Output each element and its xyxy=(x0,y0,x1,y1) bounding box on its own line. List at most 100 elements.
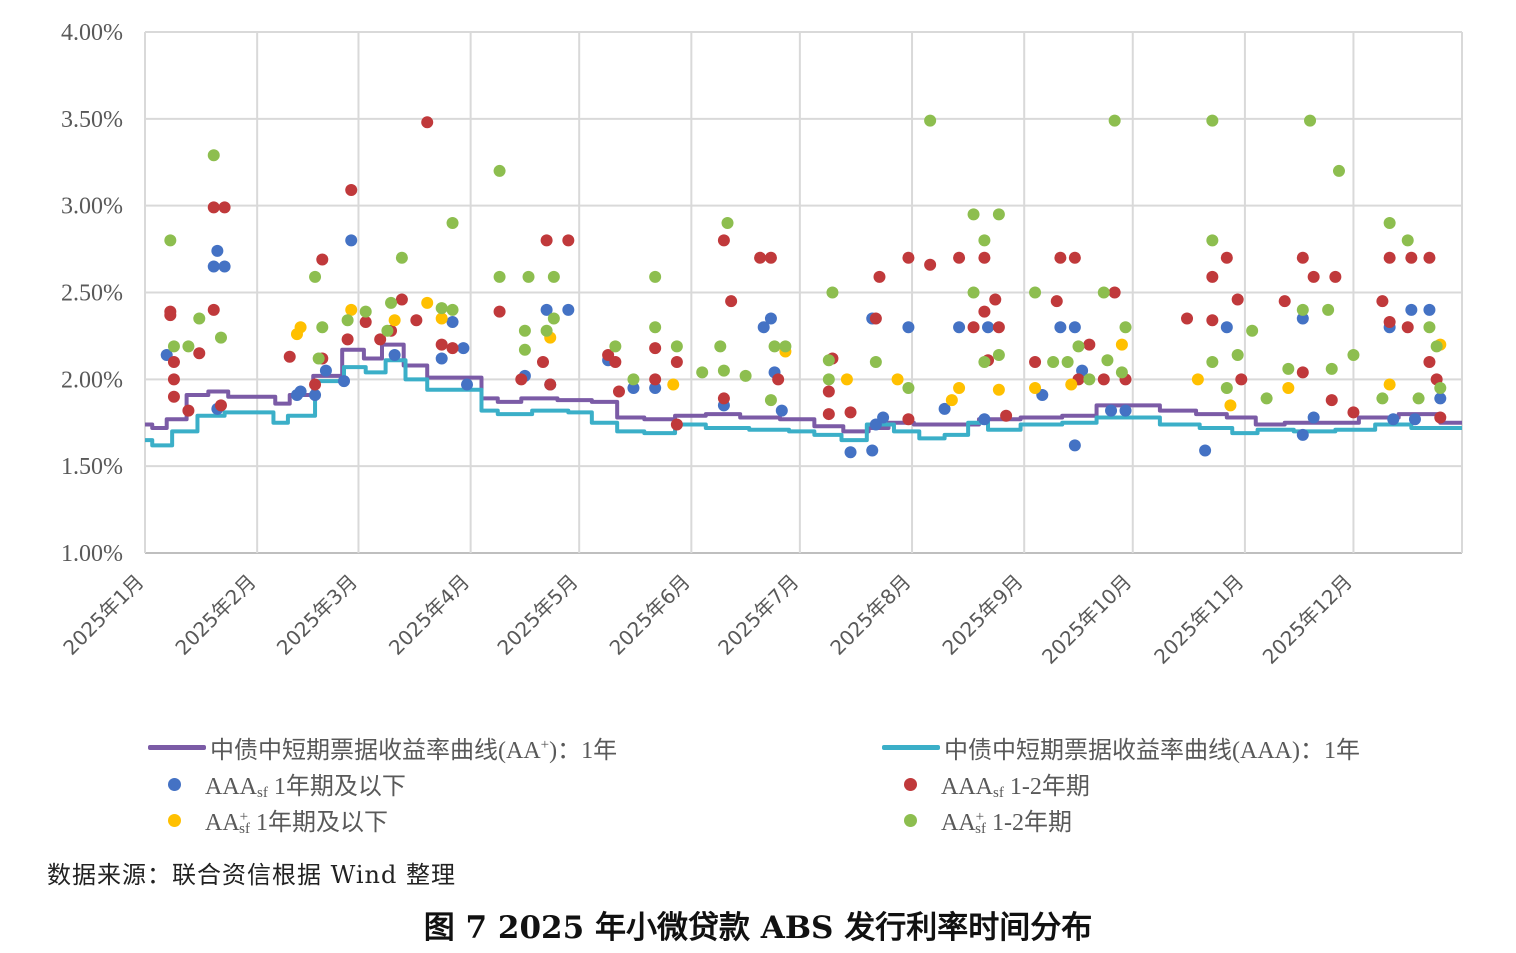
scatter-point-series-3 xyxy=(924,114,937,127)
scatter-point-series-1 xyxy=(924,258,937,271)
scatter-point-series-1 xyxy=(844,406,857,419)
scatter-point-series-1 xyxy=(182,404,195,417)
scatter-point-series-3 xyxy=(518,324,531,337)
y-tick-label: 4.00% xyxy=(61,20,123,46)
scatter-point-series-2 xyxy=(992,383,1005,396)
scatter-point-series-0 xyxy=(540,303,553,316)
y-tick-label: 2.50% xyxy=(61,281,123,307)
series-line-1 xyxy=(145,358,1462,448)
legend-label: 中债中短期票据收益率曲线(AA+)：1年 xyxy=(210,737,618,764)
scatter-point-series-1 xyxy=(873,270,886,283)
legend-swatch-dot xyxy=(904,777,917,791)
scatter-point-series-1 xyxy=(544,378,557,391)
scatter-point-series-3 xyxy=(1072,340,1085,353)
figure-caption: 图 7 2025 年小微贷款 ABS 发行利率时间分布 xyxy=(423,910,1093,946)
scatter-point-series-3 xyxy=(312,352,325,365)
legend-label: 中债中短期票据收益率曲线(AAA)：1年 xyxy=(944,738,1360,764)
scatter-point-series-3 xyxy=(1206,355,1219,368)
scatter-point-series-1 xyxy=(193,347,206,360)
x-tick-label: 2025年3月 xyxy=(272,570,362,660)
scatter-point-series-1 xyxy=(536,355,549,368)
scatter-point-series-1 xyxy=(359,316,372,329)
scatter-point-series-3 xyxy=(902,382,915,395)
scatter-point-series-3 xyxy=(341,314,354,327)
scatter-point-series-1 xyxy=(493,305,506,318)
scatter-point-series-1 xyxy=(207,201,220,214)
legend-item-aaa-curve: 中债中短期票据收益率曲线(AAA)：1年 xyxy=(882,730,1360,765)
scatter-point-series-1 xyxy=(1278,295,1291,308)
x-tick-label: 2025年10月 xyxy=(1037,570,1136,669)
scatter-point-series-1 xyxy=(1206,314,1219,327)
x-tick-label: 2025年9月 xyxy=(937,570,1027,660)
scatter-point-series-3 xyxy=(696,366,709,379)
scatter-point-series-1 xyxy=(374,333,387,346)
scatter-point-series-1 xyxy=(1347,406,1360,419)
scatter-point-series-3 xyxy=(1423,321,1436,334)
scatter-point-series-1 xyxy=(1296,251,1309,264)
scatter-point-series-3 xyxy=(207,149,220,162)
scatter-point-series-3 xyxy=(822,354,835,367)
scatter-point-series-3 xyxy=(822,373,835,386)
scatter-point-series-3 xyxy=(869,355,882,368)
x-tick-label: 2025年4月 xyxy=(384,570,474,660)
scatter-point-series-3 xyxy=(649,321,662,334)
scatter-point-series-1 xyxy=(902,251,915,264)
scatter-point-series-3 xyxy=(978,234,991,247)
scatter-point-series-3 xyxy=(1282,362,1295,375)
scatter-point-series-2 xyxy=(945,394,958,407)
scatter-point-series-0 xyxy=(1105,404,1118,417)
scatter-point-series-3 xyxy=(395,251,408,264)
scatter-point-series-3 xyxy=(739,369,752,382)
scatter-point-series-0 xyxy=(309,388,322,401)
x-tick-label: 2025年8月 xyxy=(825,570,915,660)
scatter-point-series-1 xyxy=(609,355,622,368)
scatter-point-series-0 xyxy=(294,385,307,398)
scatter-point-series-3 xyxy=(779,340,792,353)
scatter-point-series-2 xyxy=(1282,382,1295,395)
scatter-point-series-3 xyxy=(522,270,535,283)
scatter-point-series-0 xyxy=(1054,321,1067,334)
scatter-point-series-1 xyxy=(167,390,180,403)
scatter-point-series-3 xyxy=(1047,355,1060,368)
scatter-point-series-3 xyxy=(1434,382,1447,395)
scatter-point-series-1 xyxy=(1376,295,1389,308)
scatter-point-series-3 xyxy=(493,270,506,283)
y-tick-label: 1.50% xyxy=(61,454,123,480)
scatter-point-series-3 xyxy=(446,217,459,230)
scatter-point-series-3 xyxy=(1332,164,1345,177)
scatter-point-series-3 xyxy=(1029,286,1042,299)
scatter-point-series-3 xyxy=(1246,324,1259,337)
scatter-point-series-3 xyxy=(1430,340,1443,353)
scatter-point-series-1 xyxy=(540,234,553,247)
scatter-point-series-3 xyxy=(670,340,683,353)
scatter-point-series-1 xyxy=(967,321,980,334)
scatter-point-series-0 xyxy=(457,342,470,355)
scatter-point-series-2 xyxy=(1029,382,1042,395)
scatter-point-series-0 xyxy=(218,260,231,273)
scatter-point-series-3 xyxy=(649,270,662,283)
scatter-point-series-1 xyxy=(1108,286,1121,299)
scatter-point-series-1 xyxy=(1325,394,1338,407)
scatter-point-series-0 xyxy=(207,260,220,273)
scatter-point-series-1 xyxy=(164,309,177,322)
scatter-point-series-3 xyxy=(1296,303,1309,316)
y-tick-label: 1.00% xyxy=(61,541,123,567)
scatter-point-series-0 xyxy=(953,321,966,334)
scatter-point-series-0 xyxy=(978,413,991,426)
legend-label: AAAsf 1-2年期 xyxy=(941,774,1090,801)
scatter-point-series-2 xyxy=(421,296,434,309)
legend-item-aa-plus-curve: 中债中短期票据收益率曲线(AA+)：1年 xyxy=(148,730,617,765)
scatter-point-series-3 xyxy=(768,340,781,353)
scatter-point-series-3 xyxy=(1325,362,1338,375)
legend-swatch-line xyxy=(148,745,206,750)
scatter-point-series-1 xyxy=(1423,251,1436,264)
scatter-point-series-0 xyxy=(435,352,448,365)
scatter-point-series-0 xyxy=(1387,413,1400,426)
scatter-point-series-1 xyxy=(515,373,528,386)
scatter-point-series-3 xyxy=(1383,217,1396,230)
scatter-point-series-0 xyxy=(1220,321,1233,334)
scatter-point-series-3 xyxy=(967,208,980,221)
scatter-point-series-3 xyxy=(540,324,553,337)
scatter-point-series-3 xyxy=(359,305,372,318)
scatter-point-series-0 xyxy=(938,402,951,415)
